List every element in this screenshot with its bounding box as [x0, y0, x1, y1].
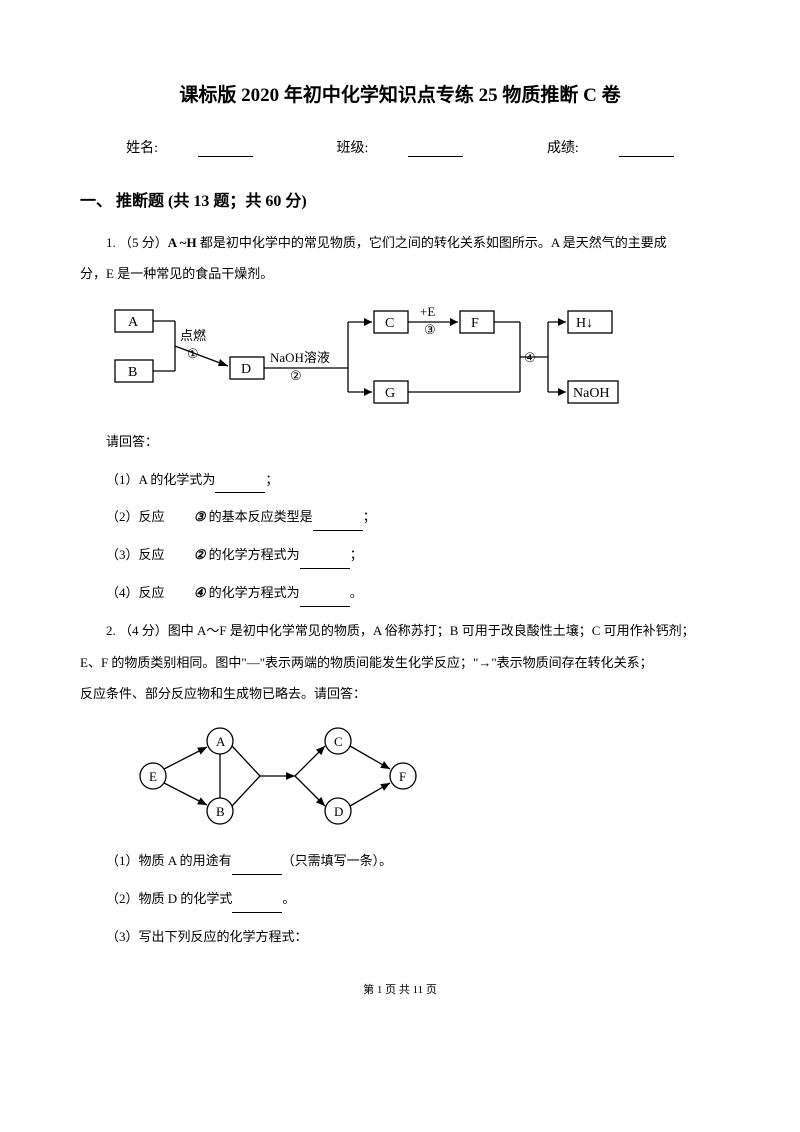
q2-p2: （2）物质 D 的化学式 。 [80, 885, 720, 913]
score-blank[interactable] [619, 141, 674, 157]
d1-NaOH: NaOH [573, 386, 610, 401]
d1-naoh: NaOH溶液 [270, 350, 330, 365]
q1-p2b: 的基本反应类型是 [205, 509, 312, 524]
q1-after: 请回答： [80, 428, 720, 456]
d1-D: D [241, 362, 251, 377]
d1-C: C [385, 316, 394, 331]
q2-blank2[interactable] [232, 899, 282, 913]
q1-p1b: ； [265, 472, 278, 487]
q1-p2c: ； [363, 509, 376, 524]
class-label: 班级: [337, 141, 369, 156]
name-label: 姓名: [126, 141, 158, 156]
d2-D: D [334, 804, 343, 819]
q2-diagram: E A B [135, 721, 720, 831]
d2-B: B [216, 804, 225, 819]
info-line: 姓名: 班级: 成绩: [80, 137, 720, 157]
q2-p1b: （只需填写一条）。 [282, 853, 393, 868]
d2-F: F [399, 769, 406, 784]
d1-c1: ① [187, 346, 199, 361]
q1-p3b: 的化学方程式为 [205, 547, 299, 562]
d2-A: A [216, 734, 226, 749]
q1-p4b: 的化学方程式为 [205, 585, 299, 600]
q1-p4n: ④ [168, 579, 206, 607]
d1-B: B [128, 365, 137, 380]
d1-c2: ② [290, 368, 302, 383]
q1-stem: 1. （5 分）A ~H 都是初中化学中的常见物质，它们之间的转化关系如图所示。… [80, 229, 720, 256]
score-label: 成绩: [547, 141, 579, 156]
q1-blank2[interactable] [313, 517, 363, 531]
page-title: 课标版 2020 年初中化学知识点专练 25 物质推断 C 卷 [80, 80, 720, 107]
q1-p4a: （4）反应 [106, 585, 168, 600]
q1-p3a: （3）反应 [106, 547, 168, 562]
q1-bold: A ~H [168, 235, 197, 250]
section-heading: 一、 推断题 (共 13 题；共 60 分) [80, 187, 720, 211]
q2-p3: （3）写出下列反应的化学方程式： [80, 923, 720, 951]
q1-blank4[interactable] [300, 593, 350, 607]
q1-p2: （2）反应 ③ 的基本反应类型是 ； [80, 503, 720, 531]
q1-p3n: ② [168, 541, 206, 569]
q2-p2b: 。 [282, 891, 295, 906]
d1-c3: ③ [424, 322, 436, 337]
d2-E: E [149, 769, 157, 784]
d1-dianran: 点燃 [180, 328, 206, 343]
page-footer: 第 1 页 共 11 页 [80, 981, 720, 997]
q1-blank3[interactable] [300, 555, 350, 569]
class-blank[interactable] [408, 141, 463, 157]
q1-text-b: 都是初中化学中的常见物质，它们之间的转化关系如图所示。A 是天然气的主要成 [197, 235, 667, 250]
q2-p1: （1）物质 A 的用途有 （只需填写一条）。 [80, 847, 720, 875]
q2-stem-c: 反应条件、部分反应物和生成物已略去。请回答： [80, 680, 720, 707]
name-blank[interactable] [198, 141, 253, 157]
q2-p1a: （1）物质 A 的用途有 [106, 853, 232, 868]
q1-p4: （4）反应 ④ 的化学方程式为 。 [80, 579, 720, 607]
q1-p1a: （1）A 的化学式为 [106, 472, 215, 487]
q1-p1: （1）A 的化学式为 ； [80, 466, 720, 494]
d1-A: A [128, 315, 139, 330]
d1-G: G [385, 386, 395, 401]
q1-diagram: A B 点燃 ① D NaOH溶液 ② [110, 302, 720, 412]
d2-C: C [334, 734, 343, 749]
d1-plusE: +E [420, 304, 435, 319]
q1-p3c: ； [350, 547, 363, 562]
q1-p3: （3）反应 ② 的化学方程式为 ； [80, 541, 720, 569]
q1-p2a: （2）反应 [106, 509, 168, 524]
q1-p2n: ③ [168, 503, 206, 531]
q1-stem2: 分，E 是一种常见的食品干燥剂。 [80, 260, 720, 287]
q2-stem-a: 2. （4 分）图中 A～F 是初中化学常见的物质，A 俗称苏打；B 可用于改良… [80, 617, 720, 644]
q1-blank1[interactable] [215, 479, 265, 493]
q2-p2a: （2）物质 D 的化学式 [106, 891, 232, 906]
q1-p4c: 。 [350, 585, 363, 600]
q1-num: 1. （5 分） [106, 235, 168, 250]
d1-H: H↓ [576, 316, 593, 331]
q2-stem-b: E、F 的物质类别相同。图中"—"表示两端的物质间能发生化学反应；"→"表示物质… [80, 649, 720, 676]
q2-blank1[interactable] [232, 861, 282, 875]
d1-F: F [471, 316, 479, 331]
